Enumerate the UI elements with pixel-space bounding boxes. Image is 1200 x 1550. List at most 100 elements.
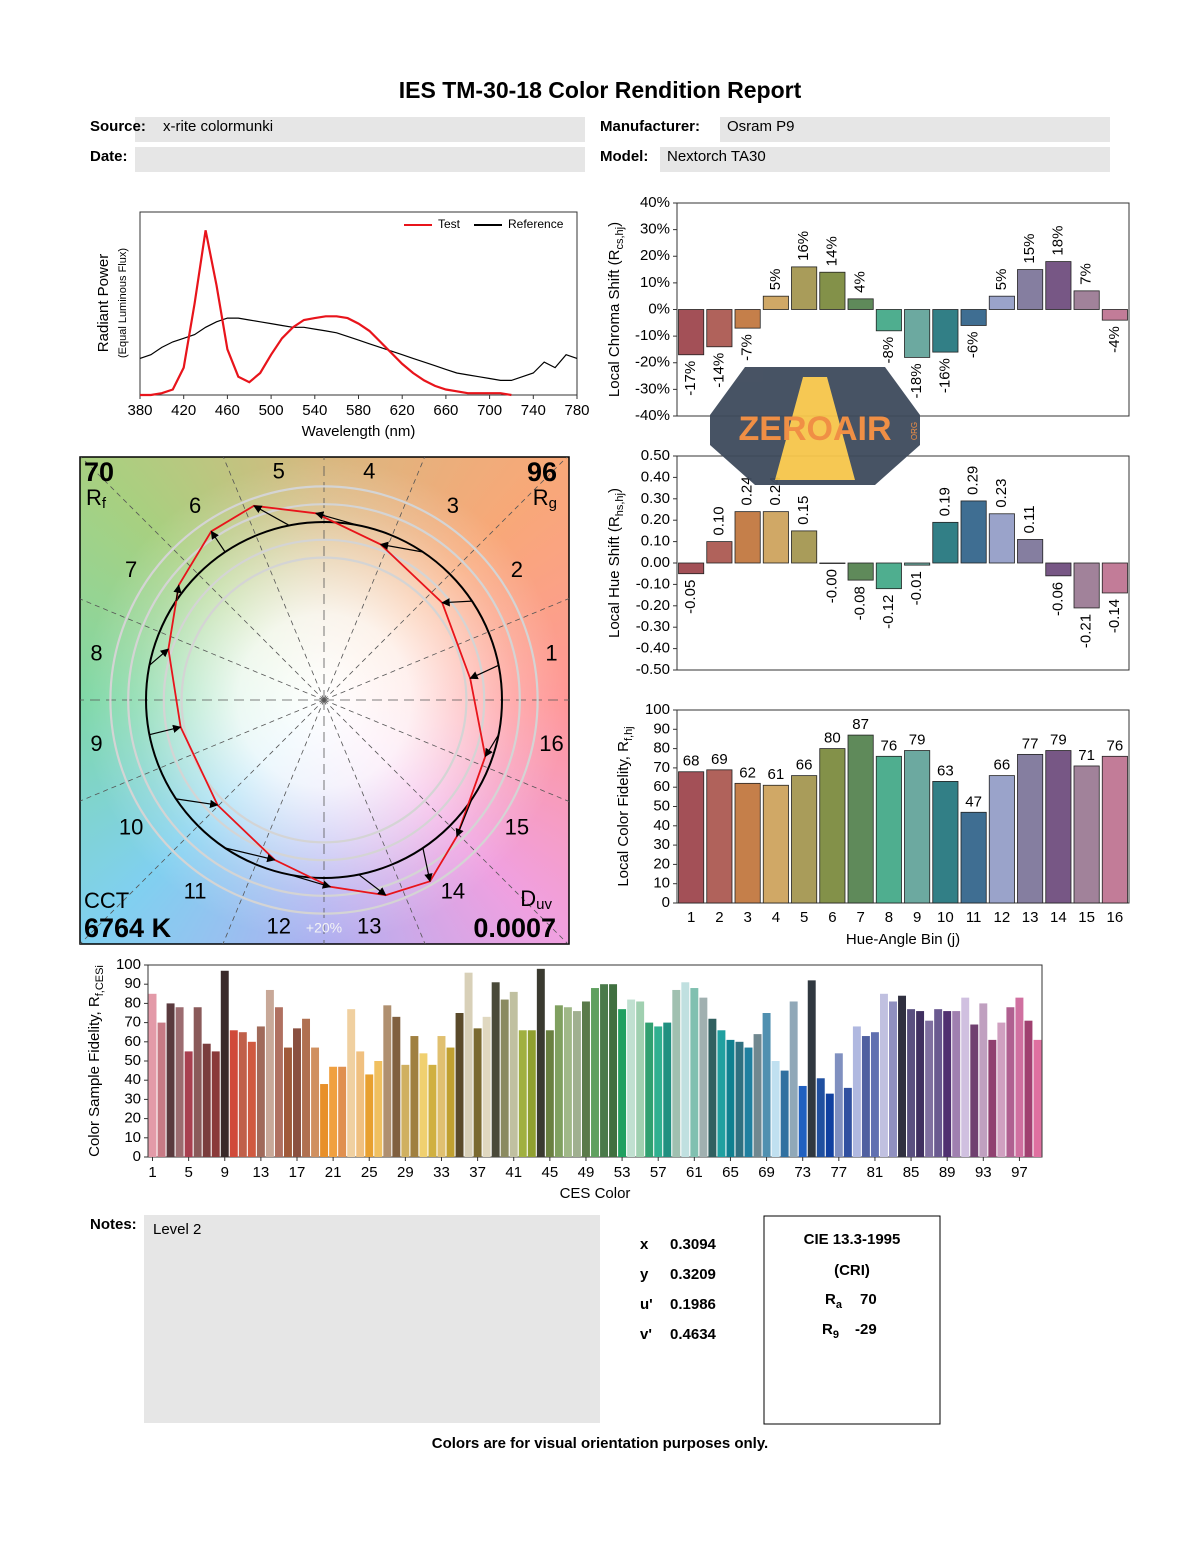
bar <box>220 970 229 1157</box>
value-label: -4% <box>1106 326 1123 353</box>
value-label: 47 <box>965 793 982 810</box>
bin-label: 15 <box>505 815 529 840</box>
y-tick-label: 20 <box>653 855 670 872</box>
y-tick-label: 40 <box>653 817 670 834</box>
bin-label: 1 <box>545 641 557 666</box>
bar <box>843 1087 852 1157</box>
shift-arrow <box>358 874 387 896</box>
x-tick-label: 1 <box>687 909 695 926</box>
bar <box>943 1011 952 1157</box>
shift-arrow <box>455 798 473 838</box>
ring <box>127 503 521 897</box>
shift-arrow <box>315 511 359 526</box>
x-tick-label: 21 <box>325 1164 342 1181</box>
bin-label: 9 <box>90 731 102 756</box>
x-tick-label: 81 <box>867 1164 884 1181</box>
bar <box>847 562 874 581</box>
y-tick-label: -0.40 <box>636 640 670 657</box>
watermark-logo: ZEROAIR ORG <box>710 367 920 485</box>
bar <box>356 1051 365 1157</box>
bar <box>1101 309 1128 321</box>
rg-label: Rg <box>533 485 557 512</box>
shift-arrow <box>210 530 226 553</box>
cri-subtitle: (CRI) <box>834 1262 870 1279</box>
bar <box>618 1009 627 1157</box>
bar <box>265 989 274 1157</box>
bar <box>861 1036 870 1157</box>
field-value: Osram P9 <box>727 118 795 135</box>
value-label: 71 <box>1078 747 1095 764</box>
bar <box>166 1003 175 1157</box>
x-tick-label: 380 <box>127 402 152 419</box>
bar <box>392 1016 401 1157</box>
x-tick-label: 37 <box>469 1164 486 1181</box>
bar <box>699 997 708 1157</box>
bin-label: 12 <box>266 913 290 938</box>
y-tick-label: 50 <box>124 1052 141 1069</box>
x-tick-label: 13 <box>253 1164 270 1181</box>
bar <box>916 1011 925 1157</box>
label-sub: f,hj <box>623 726 635 741</box>
bar <box>1015 997 1024 1157</box>
y-tick-label: 80 <box>124 994 141 1011</box>
field-value: x-rite colormunki <box>163 118 273 135</box>
cri-r9-label: R9 <box>822 1321 839 1341</box>
shift-arrow <box>175 798 219 809</box>
plot-frame <box>139 211 578 396</box>
footer-note: Colors are for visual orientation purpos… <box>432 1435 768 1452</box>
chroma-value: 0.4634 <box>670 1326 717 1343</box>
label-sub: f,CESi <box>94 965 106 996</box>
bar <box>819 271 846 310</box>
bin-boundary <box>323 699 569 802</box>
x-tick-label: 8 <box>885 909 893 926</box>
x-tick-label: 65 <box>722 1164 739 1181</box>
label-sub: a <box>836 1299 843 1311</box>
shift-arrow <box>253 505 290 526</box>
y-tick-label: 0 <box>133 1148 141 1165</box>
bar <box>791 266 818 310</box>
y-tick-label: 0.10 <box>641 533 670 550</box>
bar <box>455 1013 464 1157</box>
axis-label: Color Sample Fidelity, Rf,CESi <box>86 965 106 1157</box>
bar <box>960 500 987 564</box>
bar <box>211 1051 220 1157</box>
bar <box>932 309 959 353</box>
rf-value: 70 <box>84 457 114 487</box>
bar <box>780 1070 789 1157</box>
cct-value: 6764 K <box>84 913 172 943</box>
x-tick-label: 5 <box>184 1164 192 1181</box>
x-tick-label: 580 <box>346 402 371 419</box>
label-main: R <box>825 1291 836 1308</box>
bar <box>238 1032 247 1157</box>
x-axis-label: Hue-Angle Bin (j) <box>846 931 960 948</box>
x-tick-label: 25 <box>361 1164 378 1181</box>
x-tick-label: 10 <box>937 909 954 926</box>
shift-arrow <box>484 734 500 758</box>
bin-boundary <box>323 457 568 701</box>
bar <box>825 1093 834 1157</box>
bar <box>410 1036 419 1157</box>
value-label: 69 <box>711 751 728 768</box>
value-label: -0.05 <box>682 580 699 614</box>
bar <box>875 755 902 904</box>
axis-label: Local Chroma Shift (Rcs,hj) <box>606 222 626 397</box>
bin-boundary <box>222 699 325 944</box>
notes-label: Notes: <box>90 1216 137 1233</box>
value-label: 76 <box>1107 737 1124 754</box>
bar <box>988 295 1015 310</box>
x-tick-label: 13 <box>1022 909 1039 926</box>
value-label: 61 <box>768 766 785 783</box>
value-label: 77 <box>1022 735 1039 752</box>
y-tick-label: -0.10 <box>636 575 670 592</box>
field-label: Source: <box>90 118 146 135</box>
chroma-label: u' <box>640 1296 653 1313</box>
bar <box>311 1047 320 1157</box>
chroma-value: 0.1986 <box>670 1296 716 1313</box>
bin-label: 2 <box>511 557 523 582</box>
label-main: R <box>822 1321 833 1338</box>
bar <box>988 1039 997 1157</box>
notes-text: Level 2 <box>153 1221 201 1238</box>
bar <box>819 562 846 564</box>
bar <box>789 1001 798 1157</box>
